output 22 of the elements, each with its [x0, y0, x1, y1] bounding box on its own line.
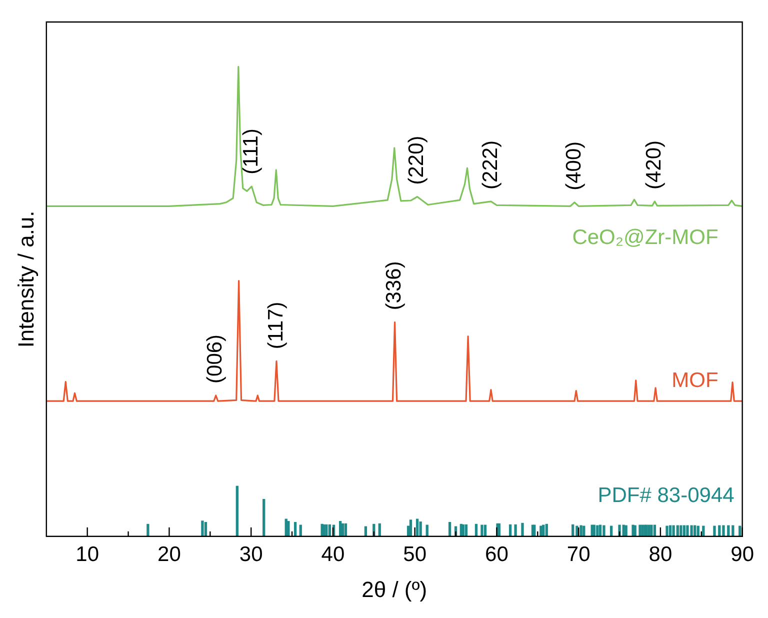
- x-tick-label: 70: [566, 542, 590, 566]
- annotation: (220): [405, 136, 428, 185]
- annotation: (420): [642, 140, 666, 190]
- annotation: (336): [382, 261, 406, 310]
- annotation: (006): [204, 334, 227, 384]
- annotation: (111): [239, 128, 262, 174]
- x-tick-label: 30: [239, 542, 263, 566]
- x-tick-label: 80: [648, 542, 672, 566]
- series-label: MOF: [672, 368, 718, 392]
- x-tick-label: 50: [403, 542, 427, 566]
- x-tick-label: 10: [76, 542, 100, 566]
- x-tick-label: 20: [158, 542, 181, 566]
- x-tick-label: 40: [321, 542, 345, 566]
- series-label: PDF# 83-0944: [598, 484, 735, 508]
- annotation: (117): [264, 302, 288, 350]
- annotation: (222): [478, 140, 502, 190]
- x-tick-label: 90: [730, 542, 754, 566]
- x-tick-label: 60: [485, 542, 508, 566]
- y-axis-title: Intensity / a.u.: [13, 210, 38, 348]
- x-axis-title: 2θ / (º): [362, 576, 428, 602]
- annotation: (400): [562, 141, 586, 190]
- series-label: CeO₂@Zr-MOF: [572, 226, 718, 249]
